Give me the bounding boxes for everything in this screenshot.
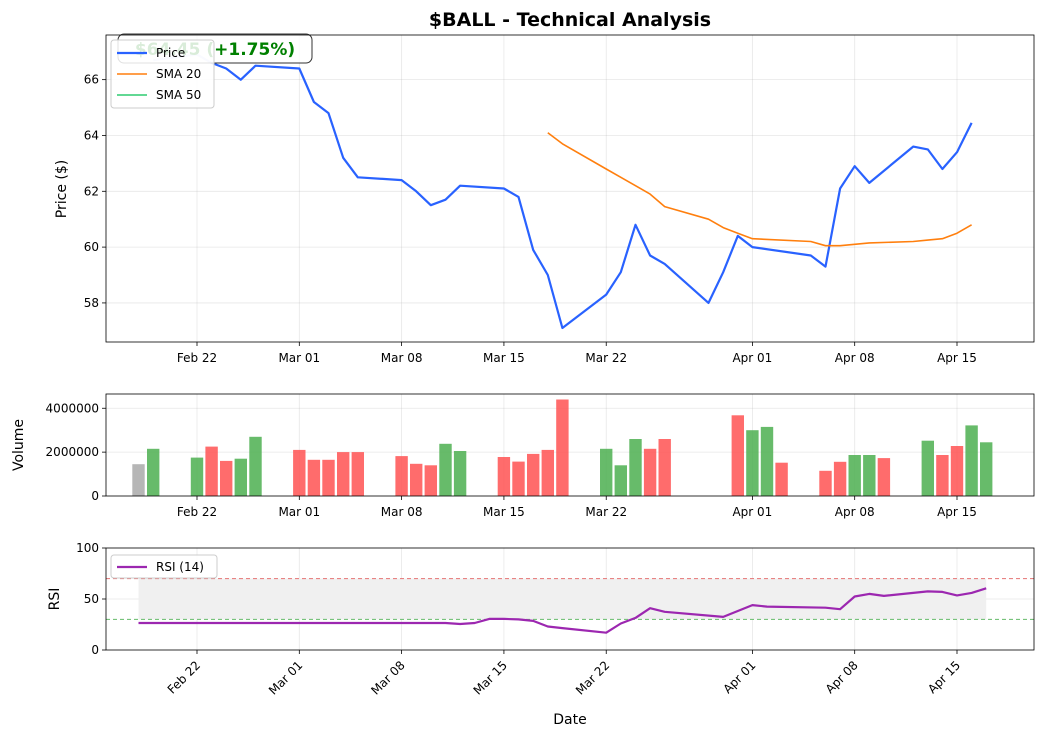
volume-bar	[950, 446, 964, 496]
volume-bar	[848, 455, 861, 496]
volume-ytick-label: 0	[91, 489, 99, 503]
volume-bar	[395, 456, 408, 496]
rsi-xtick-label: Mar 15	[471, 658, 510, 697]
volume-bar	[643, 448, 657, 496]
volume-bar	[746, 430, 759, 496]
rsi-xtick-label: Feb 22	[165, 658, 203, 696]
volume-ytick-label: 2000000	[46, 445, 99, 459]
volume-bar	[220, 460, 233, 496]
volume-bar	[819, 470, 832, 496]
price-xtick-label: Apr 08	[835, 351, 875, 365]
rsi-frame	[105, 547, 1035, 651]
price-ytick-label: 62	[84, 184, 99, 198]
volume-ytick-label: 4000000	[46, 401, 99, 415]
volume-bar	[877, 458, 891, 496]
volume-bar	[424, 465, 437, 496]
volume-bar	[322, 459, 335, 496]
price-ytick-label: 58	[84, 296, 99, 310]
rsi-xlabel: Date	[553, 712, 586, 728]
volume-bar	[512, 461, 525, 496]
volume-bar	[132, 464, 145, 496]
chart-title: $BALL - Technical Analysis	[429, 9, 711, 31]
rsi-ytick-label: 0	[91, 643, 99, 657]
volume-xtick-label: Feb 22	[177, 505, 217, 519]
rsi-xtick-label: Apr 01	[720, 658, 758, 696]
volume-bar	[760, 426, 774, 496]
price-ylabel: Price ($)	[54, 160, 70, 218]
volume-frame	[105, 393, 1035, 497]
rsi-ytick-label: 100	[76, 541, 99, 555]
rsi-ylabel: RSI	[47, 588, 63, 611]
rsi-xtick-label: Mar 01	[266, 658, 305, 697]
price-xtick-label: Feb 22	[177, 351, 217, 365]
volume-bar	[863, 455, 876, 496]
volume-bar	[205, 446, 218, 496]
legend-label-price: Price	[156, 46, 185, 60]
volume-bar	[453, 451, 467, 496]
volume-bar	[921, 440, 934, 496]
volume-bar	[497, 457, 511, 496]
volume-bar	[629, 439, 642, 496]
volume-xtick-label: Mar 01	[278, 505, 320, 519]
volume-bar	[249, 436, 262, 496]
price-frame	[105, 34, 1035, 343]
volume-bar	[190, 457, 204, 496]
price-xtick-label: Mar 22	[585, 351, 627, 365]
volume-bar	[658, 439, 671, 496]
rsi-series-line	[138, 587, 987, 634]
price-panel: 58 60 62 64 66 Feb 22 Mar 01 Mar 08 Mar 15 Mar 22…	[84, 33, 1035, 365]
price-xtick-label: Mar 15	[483, 351, 525, 365]
rsi-legend-box	[110, 554, 218, 579]
volume-bar	[600, 448, 613, 496]
price-series-sma-20	[547, 132, 972, 247]
volume-ylabel: Volume	[11, 419, 27, 471]
price-xtick-label: Apr 15	[937, 351, 977, 365]
price-series-price	[153, 53, 973, 330]
rsi-legend-label: RSI (14)	[156, 560, 204, 574]
volume-bar	[775, 462, 788, 496]
volume-xtick-label: Mar 22	[585, 505, 627, 519]
legend-label-sma-20: SMA 20	[156, 67, 201, 81]
volume-bar	[527, 453, 540, 496]
volume-bar	[936, 455, 949, 496]
rsi-neutral-band	[138, 578, 987, 620]
volume-bar	[541, 449, 554, 496]
legend-label-sma-50: SMA 50	[156, 88, 201, 102]
rsi-xtick-label: Apr 15	[925, 658, 963, 696]
rsi-xtick-label: Mar 22	[573, 658, 612, 697]
volume-bar	[439, 443, 452, 496]
volume-bar	[351, 452, 364, 496]
price-ytick-label: 64	[84, 128, 99, 142]
rsi-panel: 0 50 100 Feb 22 Mar 01 Mar 08 Mar 15 Mar 22 Apr …	[76, 541, 1035, 698]
rsi-xtick-label: Mar 08	[368, 658, 407, 697]
price-xtick-label: Mar 01	[278, 351, 320, 365]
volume-xtick-label: Apr 01	[732, 505, 772, 519]
rsi-xtick-label: Apr 08	[823, 658, 861, 696]
volume-bar	[833, 461, 847, 496]
price-ytick-label: 66	[84, 73, 99, 87]
volume-xtick-label: Mar 15	[483, 505, 525, 519]
price-ytick-label: 60	[84, 240, 99, 254]
volume-bar	[410, 463, 423, 496]
price-xtick-label: Mar 08	[381, 351, 423, 365]
volume-bar	[234, 458, 247, 496]
price-legend-box	[110, 39, 215, 109]
volume-bar	[307, 459, 321, 496]
volume-bar	[614, 465, 627, 496]
volume-bar	[556, 399, 569, 496]
volume-bar	[293, 449, 306, 496]
volume-bar	[731, 415, 744, 496]
volume-panel: 0 2000000 4000000 Feb 22 Mar 01 Mar 08 Mar 15 M…	[46, 393, 1035, 519]
volume-bar	[337, 452, 350, 496]
volume-bar	[965, 425, 978, 496]
volume-xtick-label: Apr 08	[835, 505, 875, 519]
volume-xtick-label: Mar 08	[381, 505, 423, 519]
volume-xtick-label: Apr 15	[937, 505, 977, 519]
volume-bar	[147, 448, 160, 496]
price-xtick-label: Apr 01	[732, 351, 772, 365]
rsi-ytick-label: 50	[84, 592, 99, 606]
volume-bar	[980, 442, 993, 496]
